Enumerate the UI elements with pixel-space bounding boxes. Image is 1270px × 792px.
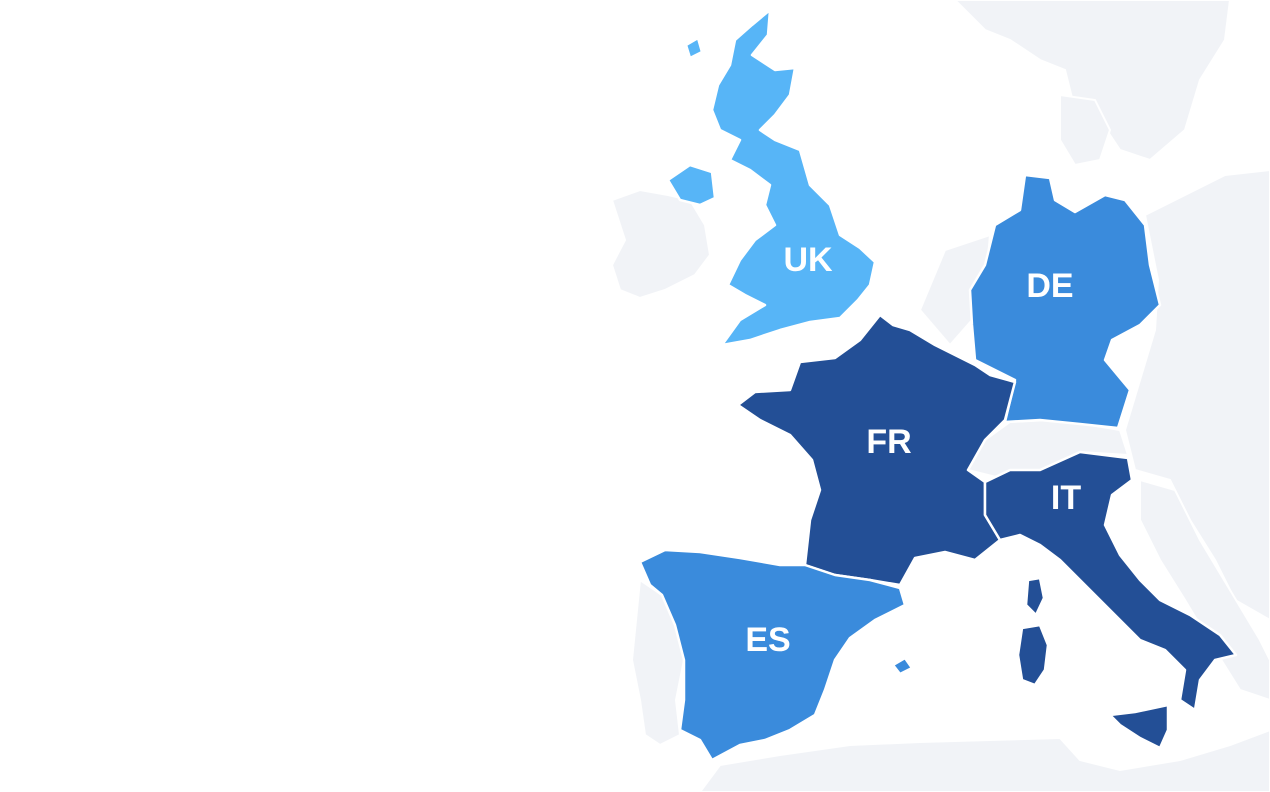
country-it-sardinia[interactable] (1016, 623, 1050, 687)
country-it-corsica[interactable] (1024, 576, 1046, 617)
country-it[interactable] (983, 450, 1238, 750)
land-scandinavia (953, 0, 1232, 162)
country-de[interactable] (968, 173, 1162, 430)
background-land (610, 0, 1270, 792)
country-fr[interactable] (736, 313, 1017, 587)
land-denmark (1059, 93, 1112, 167)
label-es: ES (745, 621, 790, 659)
country-it-shape[interactable] (983, 450, 1238, 712)
country-uk[interactable] (666, 8, 877, 347)
country-es-balearic[interactable] (891, 656, 914, 676)
label-de: DE (1026, 267, 1073, 305)
label-uk: UK (783, 241, 833, 279)
country-uk-islands[interactable] (684, 36, 704, 60)
label-fr: FR (866, 423, 911, 461)
country-fr-shape[interactable] (736, 313, 1017, 587)
land-ireland (610, 188, 712, 300)
country-es[interactable] (638, 548, 914, 762)
land-north-africa (698, 728, 1270, 792)
country-it-sicily[interactable] (1108, 703, 1170, 750)
country-uk-ni[interactable] (666, 163, 717, 207)
country-uk-shape[interactable] (710, 8, 877, 347)
country-es-shape[interactable] (638, 548, 907, 762)
country-de-shape[interactable] (968, 173, 1162, 430)
land-balkans (1139, 478, 1270, 702)
label-it: IT (1051, 479, 1081, 517)
